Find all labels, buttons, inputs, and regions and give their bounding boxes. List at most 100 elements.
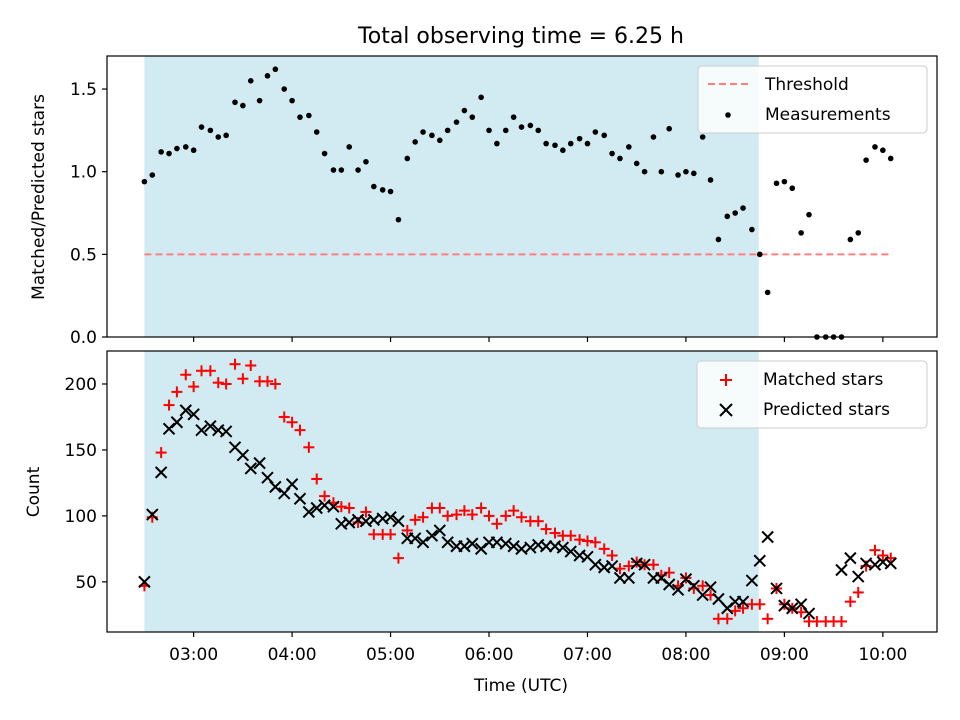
predicted-star-point [236,449,250,462]
matched-star-point [458,505,470,517]
predicted-star-point [802,607,816,620]
predicted-star-point [564,545,577,558]
measurement-point [724,213,731,220]
measurement-point [601,132,608,139]
predicted-star-point [539,540,553,553]
matched-star-point [623,560,635,572]
predicted-star-point [638,558,651,571]
bottom-observing-span [144,351,759,632]
measurement-point [855,230,862,236]
measurement-point [289,97,295,104]
predicted-star-point [408,532,422,545]
measurement-point [756,251,763,258]
predicted-star-point [466,537,479,550]
measurement-point [486,127,492,134]
matched-star-point [171,386,183,398]
measurement-point [429,132,435,139]
matched-star-point [697,580,709,592]
predicted-star-point [138,575,151,589]
top-y-tick-label: 0.5 [70,245,97,265]
matched-star-point [409,514,421,526]
predicted-star-point [433,524,446,537]
measurement-point [666,125,672,132]
matched-star-point [754,598,766,610]
measurement-point [174,145,180,152]
measurement-point [567,140,574,147]
measurement-point [650,134,657,140]
predicted-star-point [253,456,266,470]
predicted-star-point [195,423,208,437]
matched-star-point [508,505,520,517]
predicted-star-point [778,599,791,612]
chart-title: Total observing time = 6.25 h [357,24,684,49]
measurement-point [182,144,189,150]
measurement-point [198,124,205,130]
legend-threshold-label: Threshold [764,75,849,95]
bottom-plot-area: 50 100 150 200 03:00 04:00 05:00 06:00 07:00 08:0… [65,350,938,665]
bottom-y-tick-label: 50 [75,573,97,593]
measurement-point [494,140,500,147]
matched-star-point [574,534,586,546]
matched-star-point [589,536,601,548]
measurement-point [641,168,648,175]
predicted-star-point [146,508,159,521]
measurement-point [592,129,599,135]
predicted-star-point [704,580,717,594]
measurement-point [453,119,460,125]
predicted-star-point [392,514,405,528]
predicted-star-point [524,541,537,554]
measurement-point [272,66,279,73]
predicted-star-point [786,602,799,615]
bottom-x-tick-label: 05:00 [366,645,415,665]
predicted-star-point [556,541,570,554]
measurement-point [847,236,854,243]
matched-star-point [647,559,659,571]
bottom-y-tick-label: 200 [65,375,97,395]
measurement-point [149,172,156,178]
bottom-y-tick-label: 150 [65,441,97,461]
matched-star-point [212,377,224,389]
measurement-point [806,211,812,218]
legend-matched-marker [720,374,732,386]
matched-star-point [442,510,454,522]
x-axis-label: Time (UTC) [473,676,568,696]
measurement-point [749,226,755,233]
measurement-point [207,127,214,134]
legend-predicted-marker [719,403,733,417]
bottom-legend-box [696,360,928,429]
matched-star-point [598,543,610,555]
measurement-point [880,147,886,154]
matched-star-point [844,596,856,608]
measurement-point [247,77,254,84]
matched-star-point [180,369,192,381]
matched-star-point [532,515,544,527]
predicted-star-point [622,571,636,585]
matched-star-point [852,586,864,598]
matched-star-point [491,518,503,530]
measurement-point [626,144,632,150]
measurement-point [395,216,402,223]
predicted-star-point [852,570,865,583]
predicted-star-point [269,480,282,494]
measurement-point [773,180,780,187]
measurement-point [707,177,714,183]
measurement-point [313,129,320,135]
matched-star-point [360,506,372,518]
predicted-star-point [219,425,233,438]
matched-star-point [417,511,429,523]
top-y-tick-label: 0.0 [70,328,97,348]
predicted-star-point [745,574,759,587]
matched-star-point [516,511,528,523]
matched-star-point [392,552,404,564]
measurement-point [527,122,534,129]
measurement-point [346,144,353,150]
matched-star-point [614,563,626,575]
predicted-star-point [302,505,316,519]
legend-matched-label: Matched stars [763,370,883,390]
predicted-star-point [441,536,454,549]
matched-star-point [261,375,273,387]
measurement-point [740,205,746,211]
top-axes-frame [106,55,938,338]
measurement-point [306,112,312,119]
